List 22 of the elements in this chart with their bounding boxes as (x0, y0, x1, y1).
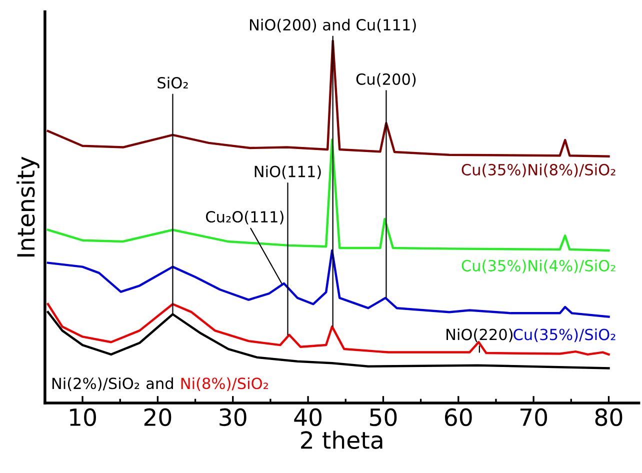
y-axis-title: Intensity (16, 156, 40, 256)
x-tick-label: 20 (144, 408, 172, 426)
annotation: SiO₂ (158, 76, 188, 89)
x-axis-title: 2 theta (301, 430, 382, 449)
text: Ni(8%)/SiO₂ (181, 377, 268, 391)
annotation: NiO(111) (254, 165, 321, 180)
series-label: Cu(35%)Ni(4%)/SiO₂ (462, 260, 616, 274)
x-tick-label: 40 (294, 408, 322, 426)
annotation: NiO(200) and Cu(111) (250, 18, 416, 32)
x-tick-label: 80 (595, 408, 622, 426)
x-tick-label: 30 (220, 408, 246, 426)
series-label: Cu(35%)Ni(8%)/SiO₂ (462, 164, 616, 178)
series-label: Cu(35%)/SiO₂ (514, 328, 616, 342)
annotation: Cu(200) (356, 73, 416, 87)
annotation: Cu₂O(111) (206, 210, 284, 224)
x-tick-label: 10 (70, 408, 96, 426)
annotation: NiO(220) (446, 328, 513, 342)
x-tick-label: 60 (445, 408, 472, 426)
x-tick-label: 50 (370, 408, 397, 426)
x-tick-label: 70 (520, 408, 548, 426)
text: Ni(2%)/SiO₂ (52, 377, 140, 391)
annotation: and (146, 377, 173, 390)
